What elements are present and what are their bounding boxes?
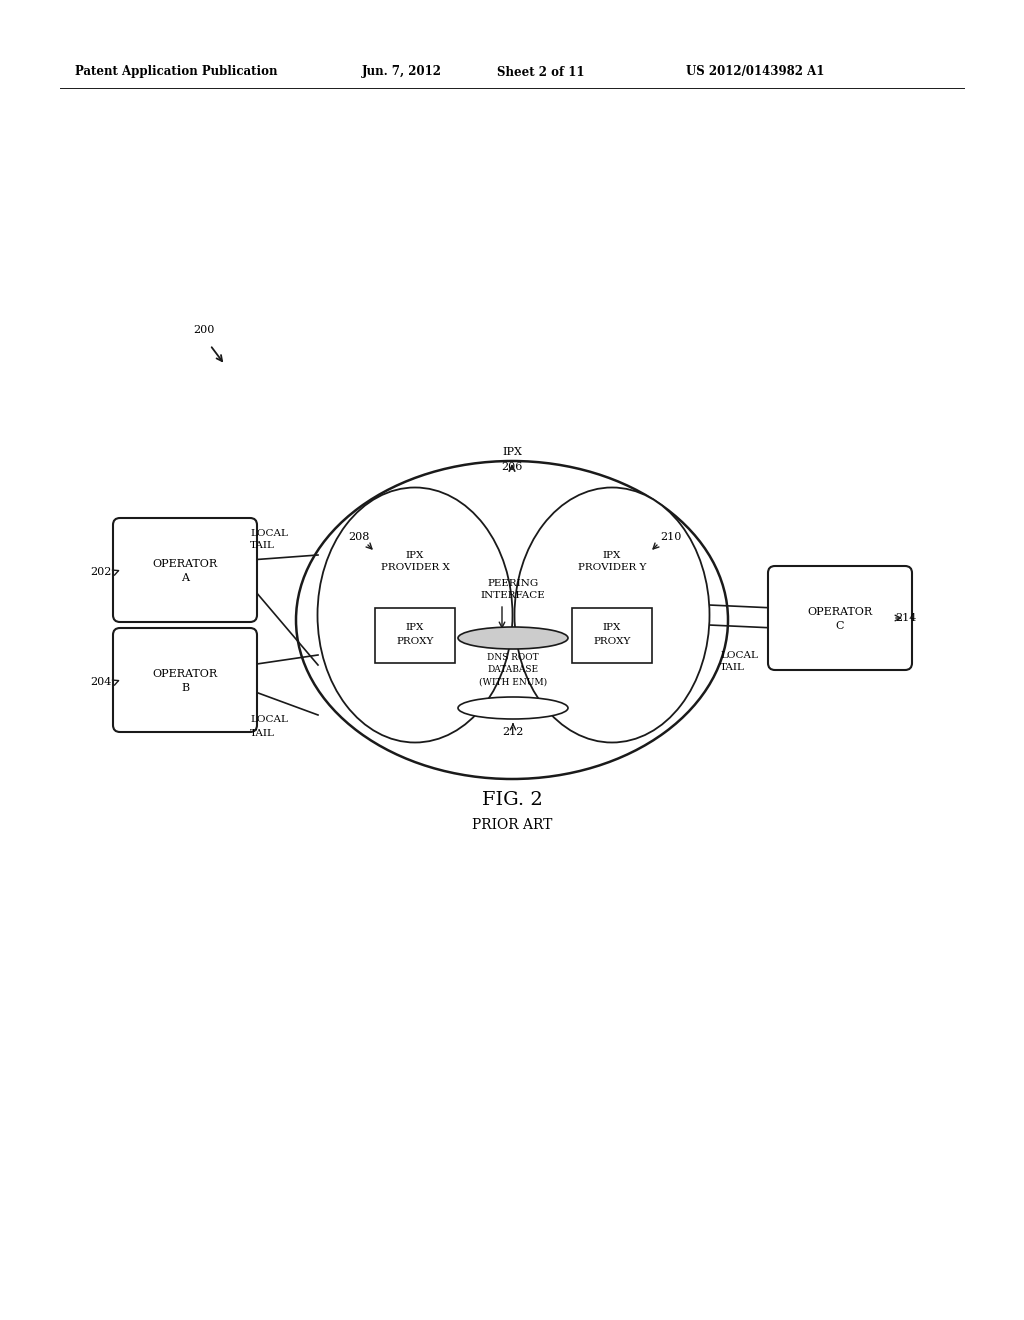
Text: IPX: IPX — [502, 447, 522, 457]
FancyBboxPatch shape — [113, 517, 257, 622]
Text: 204: 204 — [90, 677, 112, 686]
Text: TAIL: TAIL — [720, 664, 744, 672]
Text: PROXY: PROXY — [593, 636, 631, 645]
Ellipse shape — [458, 697, 568, 719]
FancyBboxPatch shape — [768, 566, 912, 671]
Text: 200: 200 — [193, 325, 214, 335]
Text: PEERING: PEERING — [487, 579, 539, 589]
Text: 214: 214 — [895, 612, 916, 623]
Ellipse shape — [458, 627, 568, 649]
Text: TAIL: TAIL — [250, 729, 274, 738]
Text: C: C — [836, 620, 844, 631]
Text: IPX: IPX — [603, 550, 622, 560]
Text: 212: 212 — [503, 727, 523, 737]
Text: LOCAL: LOCAL — [250, 715, 288, 725]
Text: US 2012/0143982 A1: US 2012/0143982 A1 — [686, 66, 824, 78]
Text: A: A — [181, 573, 189, 583]
Text: Sheet 2 of 11: Sheet 2 of 11 — [497, 66, 585, 78]
Text: LOCAL: LOCAL — [720, 651, 758, 660]
Text: 210: 210 — [660, 532, 681, 543]
Text: 202: 202 — [90, 568, 112, 577]
Text: FIG. 2: FIG. 2 — [481, 791, 543, 809]
Text: DATABASE: DATABASE — [487, 665, 539, 675]
Text: LOCAL: LOCAL — [250, 528, 288, 537]
Text: OPERATOR: OPERATOR — [153, 669, 217, 678]
Text: OPERATOR: OPERATOR — [808, 607, 872, 616]
Text: DNS ROOT: DNS ROOT — [487, 653, 539, 663]
Text: PRIOR ART: PRIOR ART — [472, 818, 552, 832]
Text: INTERFACE: INTERFACE — [480, 591, 546, 601]
Text: Patent Application Publication: Patent Application Publication — [75, 66, 278, 78]
Ellipse shape — [514, 487, 710, 742]
Text: IPX: IPX — [406, 550, 424, 560]
Text: IPX: IPX — [603, 623, 622, 632]
Text: IPX: IPX — [406, 623, 424, 632]
FancyBboxPatch shape — [572, 609, 652, 663]
Text: B: B — [181, 682, 189, 693]
Text: TAIL: TAIL — [250, 541, 274, 550]
Text: PROVIDER Y: PROVIDER Y — [578, 564, 646, 573]
Text: 206: 206 — [502, 462, 522, 473]
Text: (WITH ENUM): (WITH ENUM) — [479, 677, 547, 686]
Text: OPERATOR: OPERATOR — [153, 558, 217, 569]
FancyBboxPatch shape — [113, 628, 257, 733]
Text: PROVIDER X: PROVIDER X — [381, 564, 450, 573]
Text: PROXY: PROXY — [396, 636, 434, 645]
Text: Jun. 7, 2012: Jun. 7, 2012 — [362, 66, 442, 78]
Text: 208: 208 — [348, 532, 370, 543]
FancyBboxPatch shape — [375, 609, 455, 663]
Ellipse shape — [317, 487, 512, 742]
